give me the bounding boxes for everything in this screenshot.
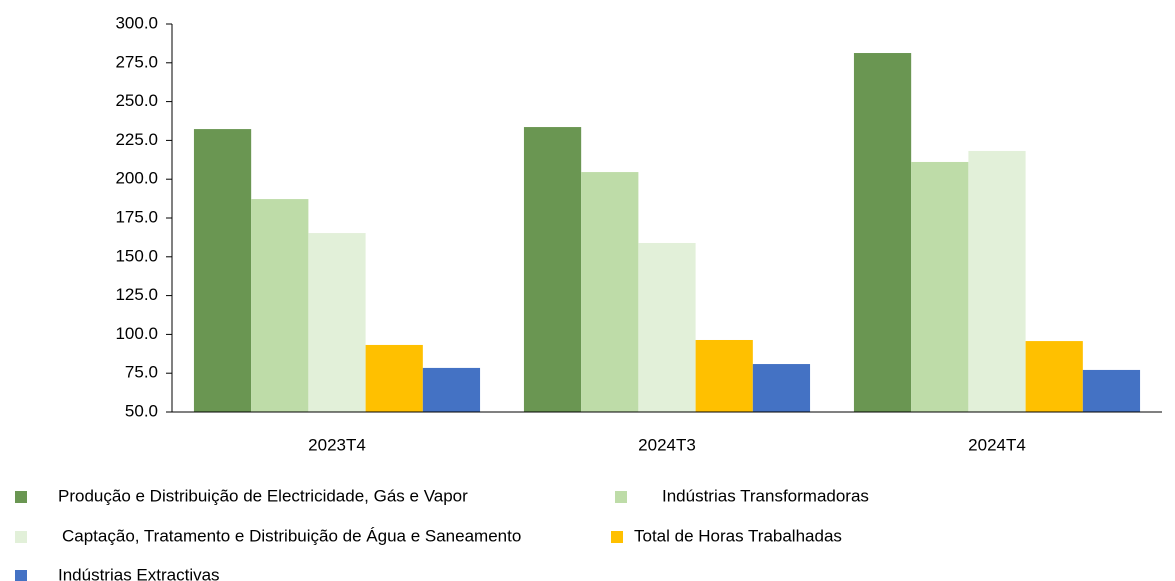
bar	[638, 242, 696, 412]
y-tick-label: 275.0	[115, 52, 158, 71]
y-tick-label: 175.0	[115, 207, 158, 226]
x-tick-label: 2024T4	[968, 435, 1026, 454]
bar	[1082, 369, 1141, 412]
bar	[968, 150, 1026, 412]
bar	[251, 199, 309, 412]
bar	[523, 127, 582, 413]
bar	[911, 161, 969, 412]
legend-swatch	[15, 491, 27, 503]
legend-label: Indústrias Transformadoras	[662, 486, 869, 505]
y-tick-label: 200.0	[115, 169, 158, 188]
legend-label: Indústrias Extractivas	[58, 565, 220, 581]
bar	[853, 53, 912, 412]
y-tick-label: 150.0	[115, 246, 158, 265]
y-tick-label: 225.0	[115, 130, 158, 149]
bar	[752, 364, 811, 412]
y-tick-label: 125.0	[115, 285, 158, 304]
legend-swatch	[15, 570, 27, 581]
x-tick-label: 2024T3	[638, 435, 696, 454]
legend-label: Total de Horas Trabalhadas	[634, 526, 842, 545]
y-tick-label: 250.0	[115, 91, 158, 110]
bar	[308, 233, 366, 412]
legend-label: Captação, Tratamento e Distribuição de Á…	[62, 526, 521, 545]
y-tick-label: 75.0	[125, 363, 158, 382]
legend-swatch	[615, 491, 627, 503]
x-tick-label: 2023T4	[308, 435, 366, 454]
bar	[581, 172, 639, 412]
bar	[695, 339, 753, 412]
legend-label: Produção e Distribuição de Electricidade…	[58, 486, 468, 505]
y-tick-label: 300.0	[115, 13, 158, 32]
bar	[1025, 341, 1083, 412]
bar	[193, 129, 252, 412]
bar	[422, 367, 481, 412]
y-tick-label: 50.0	[125, 401, 158, 420]
legend-swatch	[611, 531, 623, 543]
bar	[365, 344, 423, 412]
legend-swatch	[15, 531, 27, 543]
y-tick-label: 100.0	[115, 324, 158, 343]
